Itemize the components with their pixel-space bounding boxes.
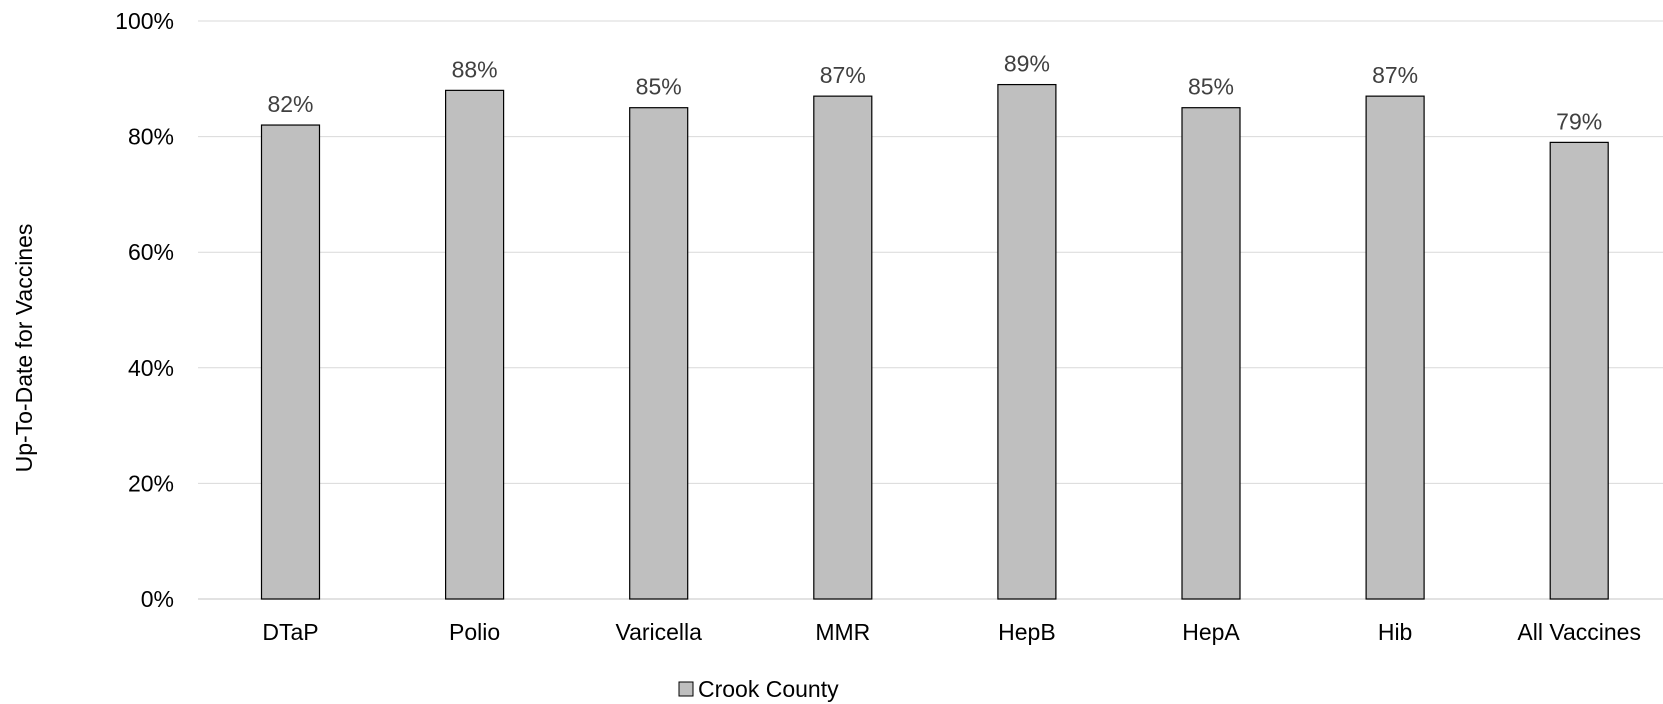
- x-axis-category-labels: DTaP Polio Varicella MMR HepB HepA Hib All Vacc…: [262, 619, 1641, 645]
- bar: [629, 107, 689, 600]
- x-tick-label: MMR: [815, 619, 870, 645]
- legend-label: Crook County: [698, 676, 839, 702]
- y-tick-label: 80%: [128, 124, 174, 150]
- data-label: 89%: [1004, 51, 1050, 77]
- x-tick-label: DTaP: [262, 619, 318, 645]
- x-tick-label: Polio: [449, 619, 500, 645]
- bars: [260, 83, 1609, 600]
- y-tick-label: 60%: [128, 239, 174, 265]
- x-tick-label: Varicella: [615, 619, 702, 645]
- y-tick-label: 20%: [128, 470, 174, 496]
- data-label: 87%: [820, 62, 866, 88]
- data-label: 82%: [267, 91, 313, 117]
- x-tick-label: HepA: [1182, 619, 1240, 645]
- y-tick-label: 100%: [115, 8, 174, 34]
- bar: [445, 89, 505, 600]
- legend-swatch: [678, 681, 694, 697]
- data-labels: 82% 88% 85% 87% 89% 85% 87% 79%: [267, 51, 1602, 135]
- bar: [813, 95, 873, 600]
- bar: [1365, 95, 1425, 600]
- data-label: 88%: [452, 56, 498, 82]
- y-tick-label: 0%: [141, 586, 174, 612]
- bar: [1181, 107, 1241, 600]
- data-label: 87%: [1372, 62, 1418, 88]
- x-tick-label: Hib: [1378, 619, 1413, 645]
- gridlines: [198, 20, 1663, 600]
- legend: Crook County: [678, 676, 839, 702]
- x-tick-label: HepB: [998, 619, 1056, 645]
- y-axis-tick-labels: 0% 20% 40% 60% 80% 100%: [115, 8, 174, 612]
- y-tick-label: 40%: [128, 355, 174, 381]
- x-tick-label: All Vaccines: [1517, 619, 1641, 645]
- data-label: 79%: [1556, 108, 1602, 134]
- data-label: 85%: [1188, 74, 1234, 100]
- bar: [1549, 141, 1609, 600]
- y-axis-title: Up-To-Date for Vaccines: [11, 224, 37, 473]
- data-label: 85%: [636, 74, 682, 100]
- bar: [997, 83, 1057, 600]
- bar: [260, 124, 321, 600]
